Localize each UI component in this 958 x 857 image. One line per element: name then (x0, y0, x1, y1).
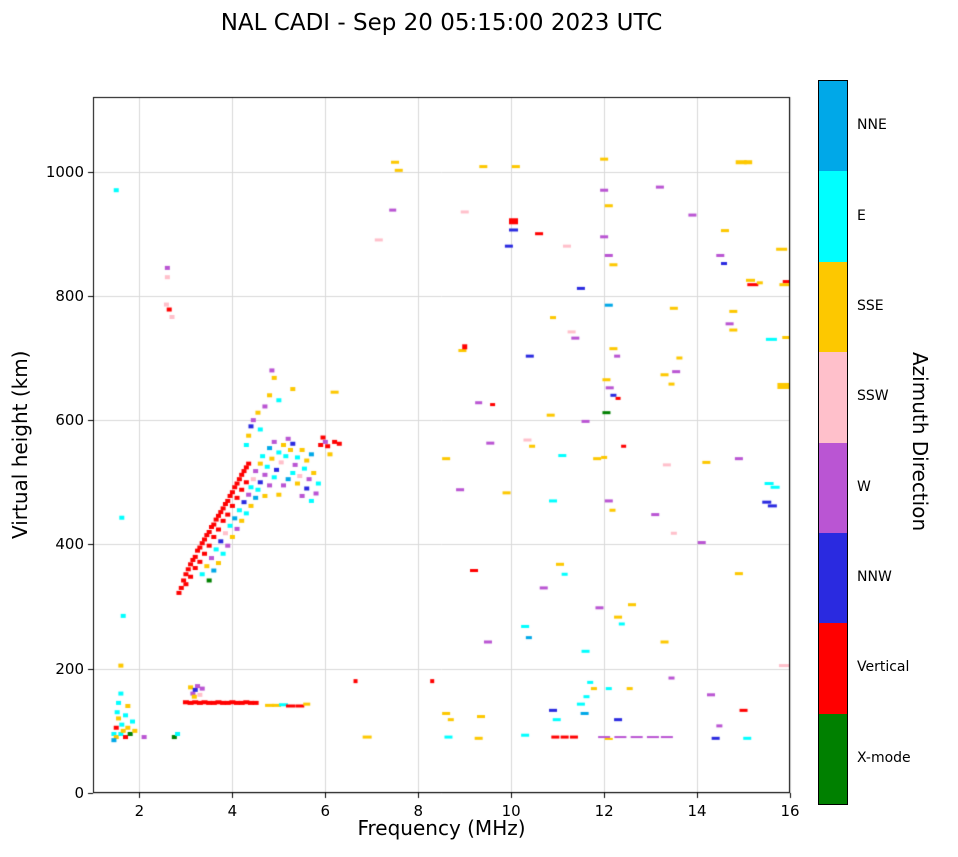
x-tick-label: 14 (687, 802, 707, 820)
colorbar-segment-nne (819, 81, 847, 172)
colorbar-segment-e (819, 171, 847, 262)
chart-title: NAL CADI - Sep 20 05:15:00 2023 UTC (220, 10, 663, 36)
x-tick-label: 6 (320, 802, 331, 820)
x-tick-label: 12 (594, 802, 614, 820)
colorbar-segment-w (819, 442, 847, 533)
y-tick-label: 0 (74, 784, 84, 802)
y-tick-label: 800 (55, 286, 84, 305)
colorbar-label-nnw: NNW (857, 569, 892, 586)
colorbar-label-x-mode: X-mode (857, 749, 911, 766)
y-tick-label: 200 (55, 659, 84, 678)
x-tick-label: 4 (227, 802, 238, 820)
colorbar-label-sse: SSE (857, 297, 884, 314)
colorbar-label-vertical: Vertical (857, 659, 910, 676)
x-tick-label: 16 (780, 802, 800, 820)
x-tick-label: 2 (134, 802, 145, 820)
colorbar-axis-label: Azimuth Direction (908, 351, 932, 532)
y-tick-label: 400 (55, 535, 84, 554)
azimuth-colorbar (818, 80, 848, 805)
colorbar-label-ssw: SSW (857, 388, 889, 405)
colorbar-label-e: E (857, 207, 866, 224)
x-axis-label: Frequency (MHz) (357, 816, 526, 840)
colorbar-segment-x-mode (819, 713, 847, 804)
y-tick-label: 600 (55, 411, 84, 430)
x-tick-label: 10 (501, 802, 521, 820)
y-tick-label: 1000 (45, 162, 84, 181)
colorbar-label-w: W (857, 478, 871, 495)
x-tick-label: 8 (413, 802, 424, 820)
colorbar-segment-sse (819, 261, 847, 353)
colorbar-segment-nnw (819, 532, 847, 624)
colorbar-segment-ssw (819, 352, 847, 443)
y-axis-label: Virtual height (km) (8, 350, 32, 540)
colorbar-label-nne: NNE (857, 117, 887, 134)
colorbar-segment-vertical (819, 623, 847, 714)
